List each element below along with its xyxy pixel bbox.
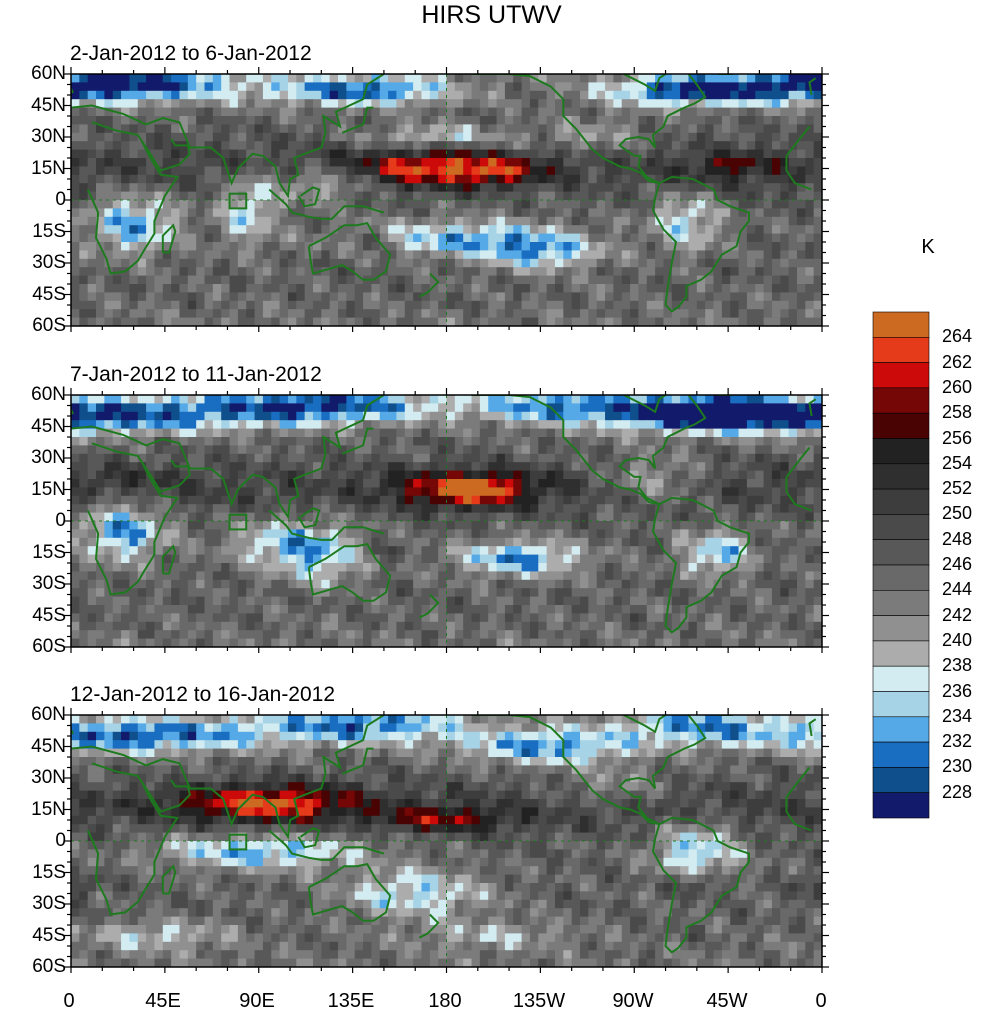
lon-label-0: 0 [63, 990, 75, 1012]
lat-label: 0 [55, 510, 66, 531]
colorbar-swatch [872, 514, 930, 540]
colorbar-unit: K [921, 236, 935, 258]
map-panel-1 [64, 67, 829, 332]
lat-label: 60N [31, 63, 66, 84]
main-title: HIRS UTWV [421, 1, 562, 29]
colorbar-tick-label: 228 [942, 781, 973, 802]
lat-label: 0 [55, 189, 66, 210]
colorbar-tick-label: 236 [942, 680, 973, 701]
lat-label: 45S [32, 604, 66, 626]
lat-label: 60S [32, 315, 66, 336]
panel-1-subtitle: 2-Jan-2012 to 6-Jan-2012 [70, 42, 312, 65]
lat-label: 60N [31, 704, 66, 725]
lon-label-0-end: 0 [815, 990, 827, 1012]
lat-label: 15S [32, 541, 66, 563]
colorbar-swatch [872, 412, 930, 439]
colorbar-tick-label: 232 [942, 731, 973, 752]
utwv-field [71, 395, 822, 647]
colorbar-tick-label: 230 [942, 756, 973, 777]
colorbar-swatch [872, 463, 930, 490]
colorbar-tick-label: 262 [942, 351, 973, 372]
colorbar-swatch [872, 716, 930, 743]
lat-label: 45N [31, 94, 66, 116]
colorbar [872, 311, 930, 819]
colorbar-swatch [872, 564, 930, 591]
lat-label: 30N [31, 767, 66, 788]
lat-label: 45S [32, 924, 66, 946]
lat-label: 60S [32, 636, 66, 657]
lat-label: 45N [31, 415, 66, 437]
colorbar-swatch [872, 387, 930, 414]
lat-label: 0 [55, 830, 66, 851]
colorbar-tick-label: 240 [942, 629, 973, 650]
colorbar-swatch [872, 615, 930, 642]
region-box [228, 513, 248, 531]
colorbar-swatch [872, 589, 930, 616]
region-box [228, 833, 248, 851]
lat-label: 15N [31, 157, 66, 179]
colorbar-swatch [872, 336, 930, 363]
colorbar-tick-label: 254 [942, 452, 973, 473]
coastlines [71, 395, 817, 634]
lat-label: 30S [32, 573, 66, 594]
lon-label-90w: 90W [612, 990, 654, 1012]
colorbar-tick-label: 246 [942, 554, 973, 574]
lat-label: 45N [31, 735, 66, 757]
lon-label-135w: 135W [512, 990, 566, 1012]
colorbar-swatch [872, 362, 930, 389]
panel-2-subtitle: 7-Jan-2012 to 11-Jan-2012 [70, 363, 322, 386]
lat-label: 15N [31, 478, 66, 500]
colorbar-tick-label: 252 [942, 478, 973, 499]
colorbar-tick-label: 248 [942, 528, 973, 549]
lat-label: 30S [32, 252, 66, 273]
colorbar-swatch [872, 741, 930, 768]
colorbar-tick-label: 238 [942, 655, 973, 676]
lat-label: 30N [31, 126, 66, 147]
lon-label-180: 180 [428, 990, 462, 1012]
colorbar-swatch [872, 691, 930, 718]
lat-label: 15N [31, 798, 66, 820]
map-panel-2 [64, 388, 829, 653]
colorbar-swatch [872, 488, 930, 515]
colorbar-swatch [872, 311, 930, 338]
colorbar-tick-label: 250 [942, 503, 973, 524]
map-panel-3 [64, 708, 829, 973]
lat-label: 15S [32, 861, 66, 883]
colorbar-swatch [872, 640, 930, 667]
colorbar-tick-label: 256 [942, 427, 973, 448]
lat-label: 30N [31, 447, 66, 468]
lon-label-45e: 45E [145, 990, 181, 1012]
coastlines [71, 715, 817, 954]
colorbar-tick-label: 258 [942, 402, 973, 423]
panel-3-subtitle: 12-Jan-2012 to 16-Jan-2012 [70, 683, 336, 706]
colorbar-tick-label: 260 [942, 376, 973, 397]
region-box [228, 192, 248, 210]
colorbar-swatch [872, 438, 930, 465]
lon-label-90e: 90E [239, 990, 275, 1012]
lat-label: 15S [32, 220, 66, 242]
utwv-field [71, 715, 822, 967]
colorbar-tick-label: 244 [942, 579, 973, 600]
colorbar-swatch [872, 539, 930, 566]
utwv-field [71, 74, 822, 326]
colorbar-tick-label: 264 [942, 326, 973, 347]
lon-label-45w: 45W [706, 990, 748, 1012]
lat-label: 60N [31, 384, 66, 405]
colorbar-swatch [872, 767, 930, 793]
lat-label: 60S [32, 956, 66, 977]
colorbar-tick-label: 242 [942, 604, 973, 625]
lat-label: 45S [32, 283, 66, 305]
colorbar-tick-label: 234 [942, 705, 973, 726]
lon-label-135e: 135E [327, 990, 375, 1012]
colorbar-swatch [872, 665, 930, 692]
lat-label: 30S [32, 893, 66, 914]
colorbar-swatch [872, 792, 930, 819]
